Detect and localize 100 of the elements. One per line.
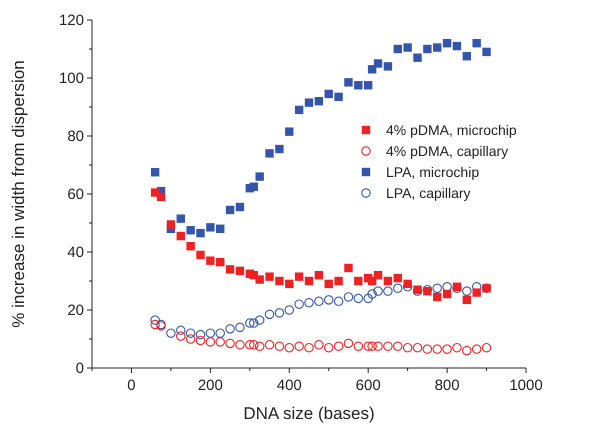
point	[245, 340, 255, 350]
y-tick-label: 80	[67, 128, 84, 145]
point	[433, 43, 442, 52]
point	[442, 39, 452, 48]
point	[225, 338, 235, 348]
legend-label: 4% pDMA, capillary	[386, 143, 508, 159]
point	[176, 331, 186, 341]
point	[186, 242, 195, 250]
point	[304, 342, 314, 352]
point	[394, 44, 402, 54]
point	[314, 271, 324, 280]
point	[433, 292, 442, 302]
point	[236, 202, 244, 212]
point	[196, 330, 206, 340]
point	[235, 340, 245, 350]
point	[413, 54, 422, 62]
point	[150, 320, 160, 330]
point	[412, 342, 422, 352]
point	[373, 342, 383, 351]
y-tick-label: 40	[67, 244, 84, 261]
point	[186, 334, 196, 344]
x-tick-label: 800	[434, 377, 460, 394]
point	[150, 168, 160, 176]
point	[403, 280, 412, 288]
point	[196, 250, 205, 260]
point	[334, 92, 343, 102]
point	[374, 59, 382, 68]
point	[482, 342, 492, 352]
point	[324, 280, 333, 288]
point	[285, 127, 294, 136]
point	[206, 337, 216, 347]
point	[294, 299, 304, 309]
point	[150, 315, 160, 325]
point	[176, 232, 185, 240]
point	[196, 336, 206, 346]
point	[383, 342, 393, 351]
point	[294, 106, 304, 114]
point	[294, 342, 304, 351]
point	[452, 342, 462, 352]
point	[394, 274, 402, 282]
point	[176, 326, 186, 336]
point	[482, 48, 491, 56]
point	[344, 338, 354, 348]
point	[176, 214, 185, 223]
x-tick-label: 1000	[509, 377, 543, 394]
point	[354, 342, 364, 351]
point	[206, 328, 216, 338]
point	[216, 224, 224, 233]
point	[403, 43, 412, 52]
point	[294, 272, 304, 281]
point	[334, 342, 344, 351]
point	[166, 328, 176, 338]
point	[245, 318, 255, 328]
point	[373, 286, 383, 296]
point	[324, 295, 334, 305]
point	[216, 258, 224, 266]
point	[264, 340, 274, 350]
point	[249, 318, 259, 328]
point	[275, 276, 284, 286]
point	[285, 280, 294, 288]
point	[472, 39, 481, 48]
point	[236, 266, 244, 276]
point	[367, 342, 377, 351]
point	[265, 272, 274, 281]
point	[275, 144, 284, 154]
point	[462, 296, 472, 304]
point	[334, 276, 343, 286]
point	[354, 276, 363, 286]
point	[364, 81, 372, 90]
legend-label: LPA, microchip	[386, 164, 480, 180]
point	[344, 264, 353, 272]
point	[344, 78, 353, 87]
point	[472, 344, 482, 354]
point	[367, 289, 377, 299]
point	[274, 342, 284, 351]
point	[264, 310, 274, 320]
point	[156, 192, 166, 202]
point	[215, 328, 225, 338]
point	[314, 340, 324, 350]
point	[254, 342, 264, 351]
point	[206, 223, 215, 232]
point	[304, 98, 314, 107]
point	[354, 81, 363, 90]
y-tick-label: 0	[76, 360, 84, 377]
legend-label: LPA, capillary	[386, 185, 471, 201]
x-tick-label: 600	[356, 377, 381, 394]
point	[196, 228, 205, 238]
point	[254, 315, 264, 325]
point	[314, 97, 324, 106]
point	[462, 52, 472, 60]
point	[368, 65, 376, 74]
point	[354, 294, 364, 304]
point	[225, 324, 235, 334]
y-tick-label: 100	[58, 70, 84, 87]
point	[363, 342, 373, 351]
point	[452, 42, 462, 50]
point	[393, 284, 403, 293]
point	[186, 328, 196, 338]
point	[384, 276, 392, 286]
point	[250, 182, 258, 191]
